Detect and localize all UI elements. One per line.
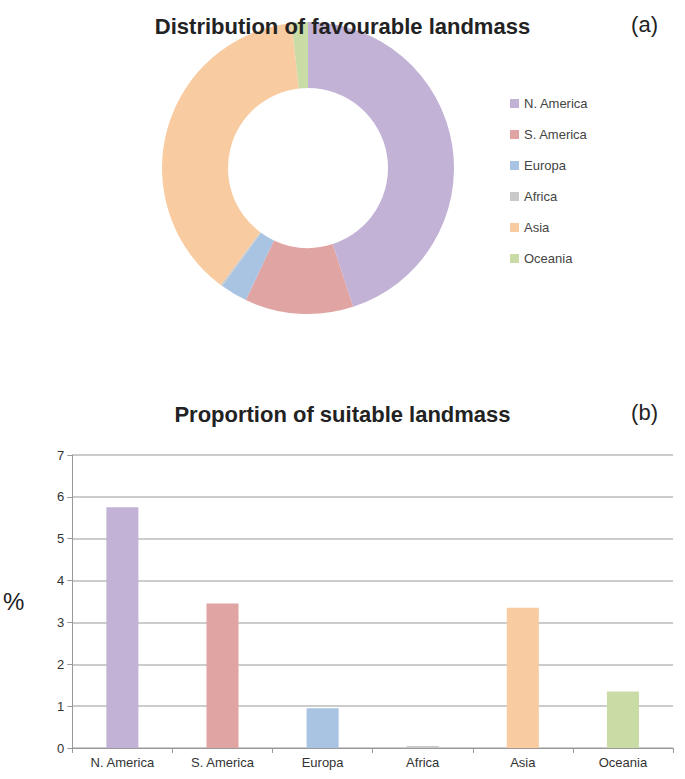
svg-text:Asia: Asia (510, 755, 536, 770)
svg-text:(a): (a) (631, 12, 658, 37)
svg-text:Oceania: Oceania (599, 755, 648, 770)
svg-text:S. America: S. America (524, 127, 588, 142)
svg-text:Oceania: Oceania (524, 251, 573, 266)
svg-text:Europa: Europa (302, 755, 345, 770)
svg-text:0: 0 (57, 741, 64, 756)
svg-text:2: 2 (57, 657, 64, 672)
svg-text:1: 1 (57, 699, 64, 714)
svg-text:Africa: Africa (524, 189, 558, 204)
svg-text:N. America: N. America (524, 96, 588, 111)
svg-text:5: 5 (57, 531, 64, 546)
svg-text:Africa: Africa (406, 755, 440, 770)
svg-text:4: 4 (57, 573, 64, 588)
svg-text:N. America: N. America (91, 755, 155, 770)
svg-text:%: % (3, 588, 24, 615)
svg-text:3: 3 (57, 615, 64, 630)
svg-text:Europa: Europa (524, 158, 567, 173)
svg-text:6: 6 (57, 489, 64, 504)
svg-text:S. America: S. America (191, 755, 255, 770)
svg-text:7: 7 (57, 448, 64, 463)
svg-text:(b): (b) (631, 400, 658, 425)
svg-text:Distribution of favourable lan: Distribution of favourable landmass (155, 14, 530, 39)
svg-text:Proportion of suitable landmas: Proportion of suitable landmass (174, 402, 510, 427)
svg-text:Asia: Asia (524, 220, 550, 235)
